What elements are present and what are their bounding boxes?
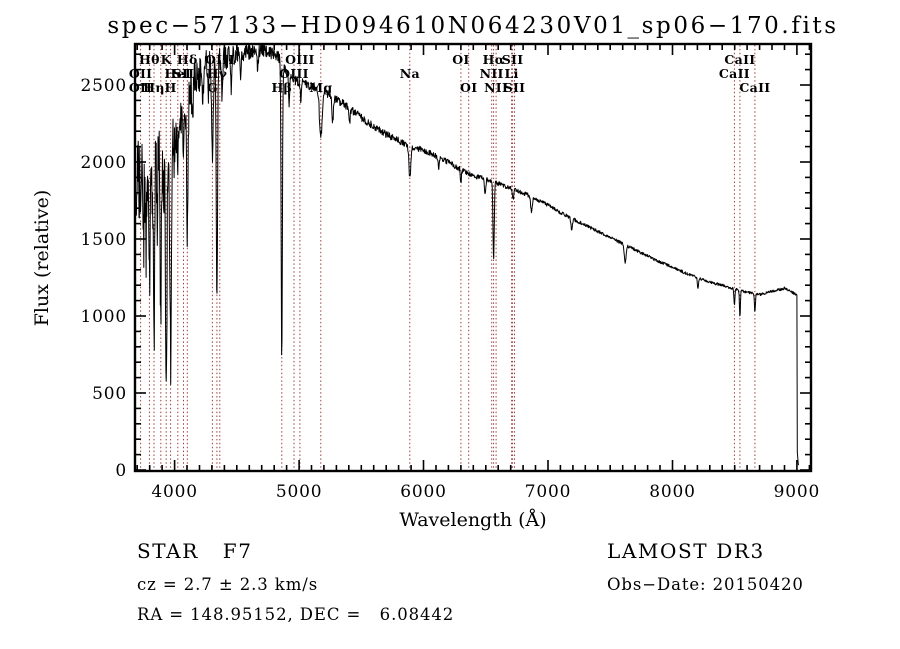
y-tick-label: 2000 [81,153,127,173]
spectral-line-label: H [165,80,177,95]
axis-ticks [136,45,811,471]
footer-annotations: STAR F7 cz = 2.7 ± 2.3 km/s RA = 148.951… [137,539,804,624]
y-tick-labels: 0 500 1000 1500 2000 2500 [81,76,127,481]
y-tick-label: 1500 [81,230,127,250]
x-tick-label: 6000 [400,482,446,502]
y-tick-label: 500 [92,384,127,404]
spectral-line-label: G [207,80,218,95]
x-tick-labels: 4000 5000 6000 7000 8000 9000 [151,482,820,502]
y-tick-label: 2500 [81,76,127,96]
spectral-line-label: NII [480,66,504,81]
ra-dec-text: RA = 148.95152, DEC = 6.08442 [137,605,454,624]
x-tick-label: 7000 [525,482,571,502]
spectral-line-label: OI [452,52,469,67]
y-tick-label: 0 [115,461,127,481]
x-axis-label: Wavelength (Å) [399,509,546,531]
plot-title: spec−57133−HD094610N064230V01_sp06−170.f… [107,13,838,39]
spectral-line-label: OI [460,80,477,95]
spectral-line-label: Hβ [271,80,292,95]
object-class-text: STAR F7 [137,539,253,563]
y-axis-label: Flux (relative) [31,190,53,327]
spectral-line-label: CaII [724,52,755,67]
y-tick-label: 1000 [81,307,127,327]
x-tick-label: 4000 [151,482,197,502]
spectral-line-label: SII [504,80,526,95]
spectral-line-label: Hγ [207,66,228,81]
spectral-line-label: Li [505,66,519,81]
x-tick-label: 9000 [774,482,820,502]
x-tick-label: 8000 [649,482,695,502]
spectral-line-markers [140,45,756,470]
spectral-line-label: Na [400,66,420,81]
plot-frame [133,42,813,473]
spectral-line-label: OIII [285,52,315,67]
x-tick-label: 5000 [276,482,322,502]
spectral-line-label: OII [129,66,152,81]
survey-release-text: LAMOST DR3 [607,539,765,563]
spectral-line-label: CaII [739,80,770,95]
spectral-line-label: K [161,52,173,67]
spectral-line-label: Hθ [139,52,160,67]
spectral-line-label: CaII [719,66,750,81]
spectral-line-label: SII [173,66,195,81]
spectral-line-label: HeI [165,66,192,81]
spectral-line-label: Hη [143,80,165,95]
spectral-line-label: Hδ [177,52,198,67]
spectral-line-label: SII [502,52,524,67]
spectral-line-label: NII [484,80,508,95]
spectrum-trace [135,44,799,466]
obs-date-text: Obs−Date: 20150420 [607,575,804,594]
radial-velocity-text: cz = 2.7 ± 2.3 km/s [137,575,318,594]
spectral-line-label: Hα [483,52,505,67]
